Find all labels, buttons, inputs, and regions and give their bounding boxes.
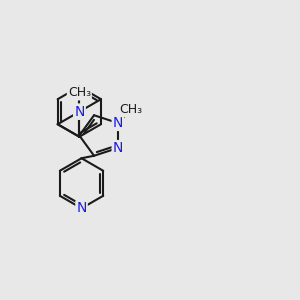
Text: N: N [113, 116, 123, 130]
Text: N: N [113, 141, 123, 155]
Text: N: N [76, 201, 87, 215]
Text: N: N [74, 105, 85, 119]
Text: CH₃: CH₃ [120, 103, 143, 116]
Text: CH₃: CH₃ [68, 86, 91, 100]
Text: N: N [74, 105, 85, 119]
